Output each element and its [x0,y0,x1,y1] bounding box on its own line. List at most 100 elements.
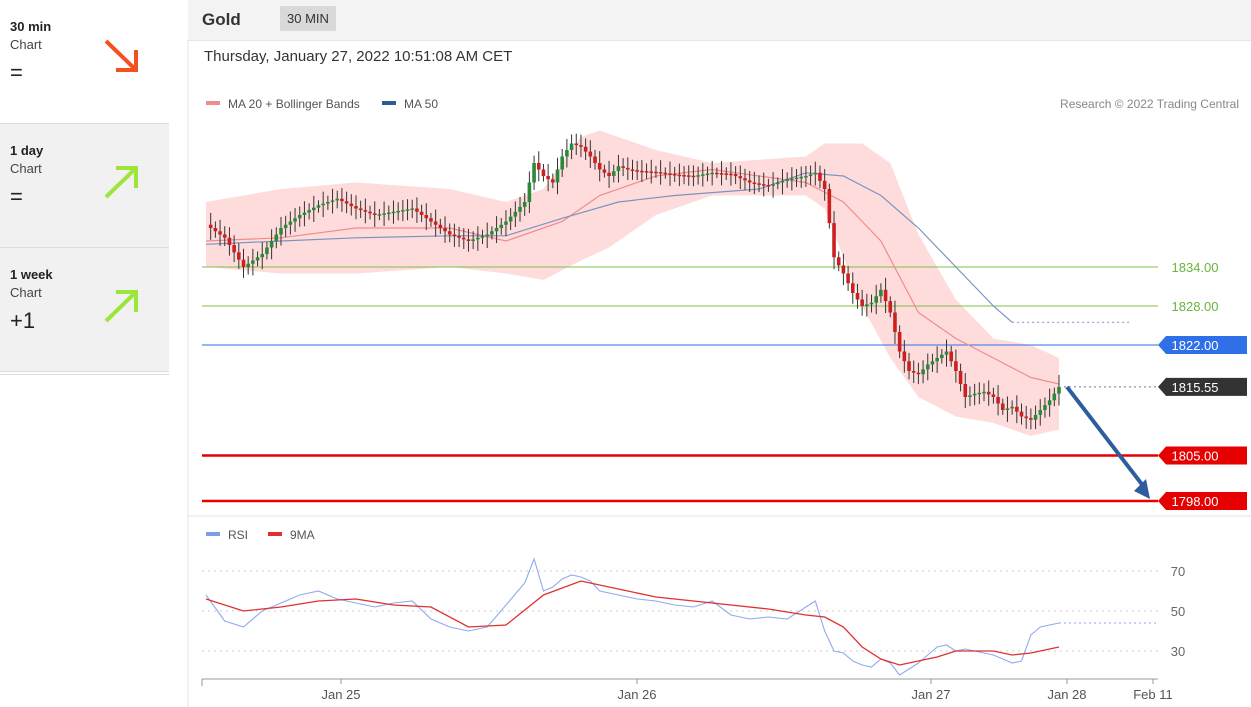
candle-body [761,184,766,186]
candle-body [986,391,991,395]
candle-body [616,166,621,172]
candle-body [579,145,583,147]
candle-body [555,169,560,183]
candle-body [836,257,841,266]
level-tag [1158,492,1247,510]
candle-body [1005,408,1010,410]
timeframe-item-30min[interactable]: 30 min Chart = [0,0,169,124]
candle-body [893,312,897,332]
candle-body [663,172,668,175]
level-tag [1158,377,1247,396]
timeframe-item-1day[interactable]: 1 day Chart = [0,124,169,248]
candle-body [1000,403,1005,410]
candle-body [326,202,330,204]
x-axis-label: Feb 11 [1133,687,1173,702]
candle-body [222,234,227,238]
candle-body [419,211,424,215]
candle-body [701,174,705,176]
candle-body [574,143,579,146]
candle-body [293,218,297,222]
candle-body [958,371,963,384]
candle-body [686,175,691,177]
candle-body [930,361,935,365]
candle-body [518,206,522,212]
candle-body [799,176,804,179]
candle-body [340,198,344,202]
candle-body [607,172,611,176]
candle-body [401,210,405,212]
candle-body [377,214,382,216]
candle-body [1010,406,1014,409]
candle-body [527,182,532,202]
candle-body [382,213,386,215]
candle-body [719,173,724,175]
candle-body [321,203,325,206]
timeframe-item-1week[interactable]: 1 week Chart +1 [0,248,169,372]
candle-body [251,260,255,264]
candle-body [729,173,733,176]
candle-body [227,237,232,246]
x-axis-label: Jan 28 [1047,687,1086,702]
candle-body [677,174,682,177]
candle-body [682,175,686,177]
forecast-arrowhead [1134,479,1150,499]
candle-body [583,146,588,152]
legend-swatch [382,101,396,105]
candle-body [602,169,607,173]
candle-body [283,224,288,228]
candle-body [302,212,307,215]
candle-body [972,393,977,396]
candle-body [480,236,485,238]
candle-body [504,221,508,225]
level-label: 1798.00 [1172,494,1219,509]
candle-body [513,211,518,217]
candle-body [841,265,846,274]
candle-body [757,183,761,185]
legend-swatch [268,532,282,536]
timeframe-signal: = [10,60,23,85]
candle-body [405,209,410,211]
candle-body [311,207,316,211]
candle-body [1047,400,1052,406]
candle-body [415,208,419,212]
legend-label: MA 20 + Bollinger Bands [228,97,360,111]
candle-body [822,180,827,189]
candle-body [490,231,494,235]
candle-body [879,289,883,297]
level-label: 1828.00 [1172,299,1219,314]
candle-body [330,200,335,202]
candle-body [902,351,907,362]
chart-timestamp: Thursday, January 27, 2022 10:51:08 AM C… [204,48,513,65]
candle-body [508,216,513,222]
candle-body [855,293,860,300]
ma50-line [205,172,1013,323]
candle-body [208,224,213,228]
timeframe-name: 1 week [10,267,53,282]
candle-body [213,228,218,232]
candle-body [963,384,968,397]
x-axis-label: Jan 27 [911,687,950,702]
candle-body [569,143,574,150]
candle-body [611,171,616,176]
level-label: 1822.00 [1172,338,1219,353]
level-label: 1805.00 [1172,449,1219,464]
candle-body [916,372,921,375]
candle-body [279,228,283,235]
timeframe-chip[interactable]: 30 MIN [280,6,336,31]
candle-body [874,296,879,303]
candle-body [494,228,499,232]
candle-body [921,369,925,375]
candle-body [499,224,504,228]
candle-body [466,239,471,241]
candle-body [410,208,415,210]
candle-body [944,351,949,355]
candle-body [935,358,939,362]
candle-body [925,364,930,370]
candle-body [860,299,864,306]
candle-body [654,171,658,174]
candle-body [1033,414,1038,420]
candle-body [218,231,222,235]
candle-body [386,212,391,215]
candle-body [907,361,911,371]
